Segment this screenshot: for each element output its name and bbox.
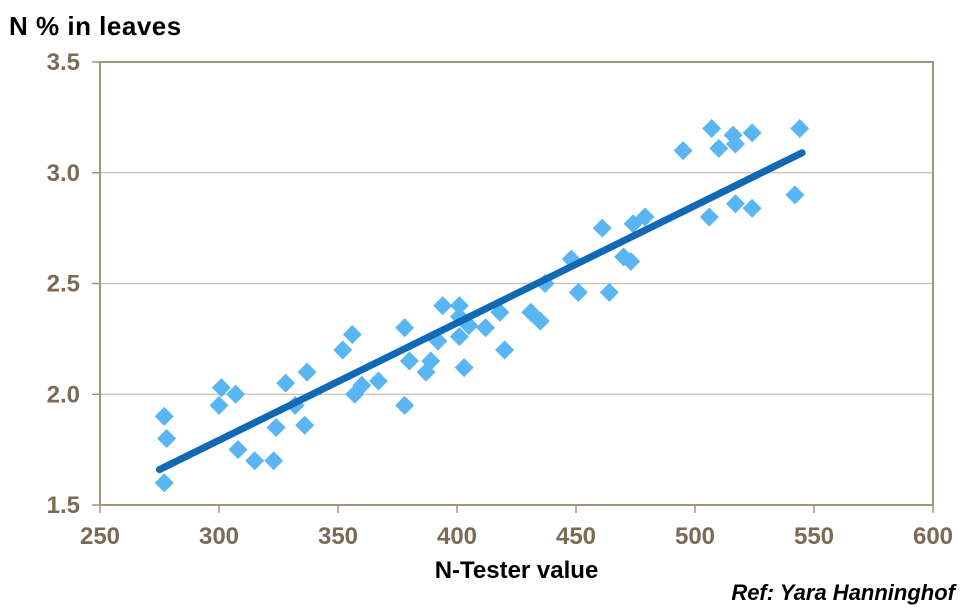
data-point — [530, 311, 550, 331]
data-point — [495, 340, 515, 360]
data-point — [416, 362, 436, 382]
data-point — [395, 395, 415, 415]
data-point — [395, 318, 415, 338]
y-tick-label: 2.0 — [47, 381, 80, 408]
data-point — [709, 138, 729, 158]
data-point — [592, 218, 612, 238]
y-axis-title: N % in leaves — [9, 11, 182, 41]
x-tick-label: 300 — [199, 523, 239, 550]
data-point — [476, 318, 496, 338]
data-point — [725, 194, 745, 214]
data-point — [449, 327, 469, 347]
x-tick-label: 600 — [913, 523, 953, 550]
data-point — [702, 118, 722, 138]
y-tick-label: 3.5 — [47, 49, 80, 76]
data-point — [599, 282, 619, 302]
data-point — [276, 373, 296, 393]
data-point — [211, 378, 231, 398]
data-point — [742, 198, 762, 218]
data-point — [266, 417, 286, 437]
data-point — [785, 185, 805, 205]
x-tick-label: 450 — [556, 523, 596, 550]
data-point — [333, 340, 353, 360]
data-point — [673, 141, 693, 161]
data-point — [621, 251, 641, 271]
data-point — [154, 406, 174, 426]
x-tick-label: 250 — [80, 523, 120, 550]
x-axis-title: N-Tester value — [434, 557, 599, 584]
data-point — [245, 451, 265, 471]
y-tick-label: 3.0 — [47, 160, 80, 187]
x-tick-label: 550 — [794, 523, 834, 550]
data-point — [297, 362, 317, 382]
data-point — [790, 118, 810, 138]
data-point — [568, 282, 588, 302]
x-tick-label: 500 — [675, 523, 715, 550]
data-point — [742, 123, 762, 143]
data-point — [295, 415, 315, 435]
x-tick-label: 400 — [437, 523, 477, 550]
data-point — [368, 371, 388, 391]
data-point — [342, 324, 362, 344]
x-tick-label: 350 — [318, 523, 358, 550]
trend-line — [156, 149, 806, 474]
data-point — [699, 207, 719, 227]
data-point — [433, 296, 453, 316]
data-point — [454, 358, 474, 378]
reference-text: Ref: Yara Hanninghof — [731, 580, 955, 605]
data-point — [635, 207, 655, 227]
data-point — [399, 351, 419, 371]
y-tick-label: 2.5 — [47, 271, 80, 298]
data-point — [157, 429, 177, 449]
data-point — [725, 134, 745, 154]
data-point — [226, 384, 246, 404]
data-point — [154, 473, 174, 493]
y-tick-label: 1.5 — [47, 492, 80, 519]
data-point — [209, 395, 229, 415]
data-point — [352, 375, 372, 395]
data-point — [228, 440, 248, 460]
data-point — [449, 296, 469, 316]
data-point — [264, 451, 284, 471]
